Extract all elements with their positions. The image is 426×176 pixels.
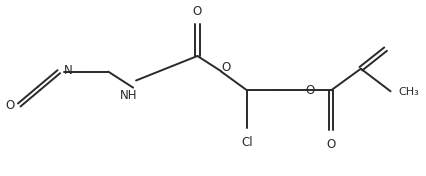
Text: NH: NH: [119, 89, 137, 102]
Text: O: O: [221, 61, 230, 74]
Text: O: O: [305, 84, 315, 97]
Text: CH₃: CH₃: [398, 87, 419, 97]
Text: O: O: [193, 5, 202, 18]
Text: Cl: Cl: [241, 136, 253, 149]
Text: N: N: [64, 64, 72, 77]
Text: O: O: [5, 99, 14, 112]
Text: O: O: [326, 138, 336, 151]
